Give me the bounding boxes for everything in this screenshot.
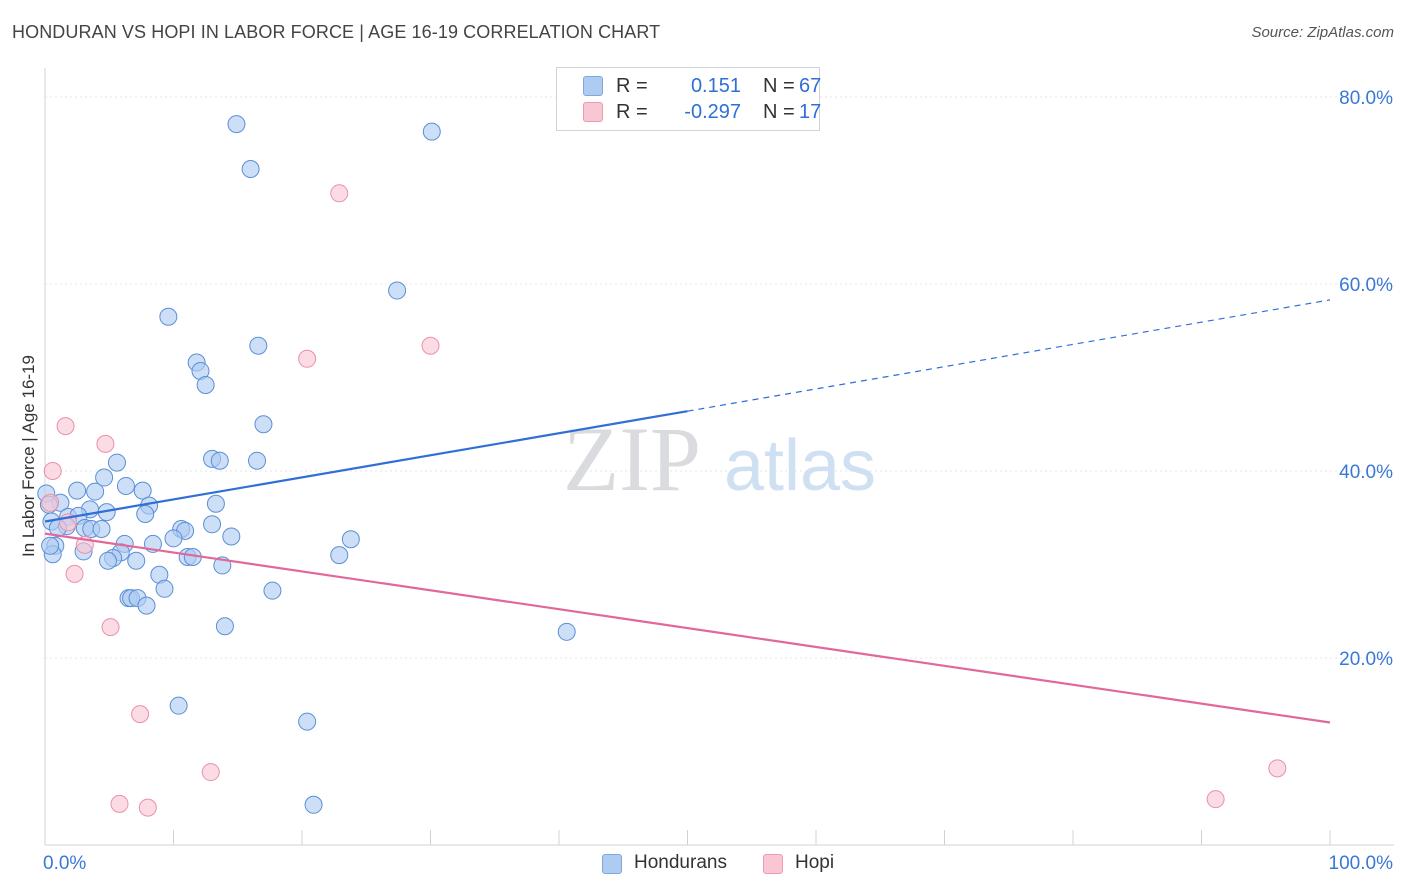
point-hopi <box>1268 759 1287 778</box>
point-hopi <box>43 462 62 480</box>
point-hondurans <box>227 115 246 134</box>
point-hopi <box>1206 790 1225 809</box>
point-hondurans <box>203 515 222 534</box>
n-label: N = <box>763 75 795 97</box>
y-tick-label: 80.0% <box>1339 88 1393 109</box>
point-hopi <box>101 618 120 637</box>
legend-label-hopi: Hopi <box>795 852 835 873</box>
point-hondurans <box>206 494 225 513</box>
point-hondurans <box>422 122 441 141</box>
point-hondurans <box>95 468 114 487</box>
axes <box>44 68 1394 846</box>
point-hondurans <box>241 159 260 178</box>
trend-line-hopi <box>44 532 1331 724</box>
point-hondurans <box>155 579 174 598</box>
point-hondurans <box>159 307 178 326</box>
n-value: 67 <box>799 75 822 97</box>
tick-labels: 20.0% 40.0% 60.0% 80.0% 0.0% 100.0% <box>43 88 1393 874</box>
point-hondurans <box>86 482 105 501</box>
chart-title: HONDURAN VS HOPI IN LABOR FORCE | AGE 16… <box>12 22 661 42</box>
point-hopi <box>201 763 220 782</box>
point-hondurans <box>41 536 60 555</box>
point-hondurans <box>248 451 267 470</box>
point-hondurans <box>107 453 126 472</box>
n-label: N = <box>763 101 795 123</box>
watermark: ZIP atlas <box>563 408 876 510</box>
point-hondurans <box>254 415 273 434</box>
point-hopi <box>65 564 84 583</box>
y-tick-label: 60.0% <box>1339 275 1393 296</box>
point-hopi <box>96 434 115 453</box>
r-value: 0.151 <box>690 75 741 97</box>
y-tick-label: 40.0% <box>1339 462 1393 483</box>
point-hondurans <box>196 375 215 394</box>
point-hopi <box>298 349 317 368</box>
point-hondurans <box>98 551 117 570</box>
point-hondurans <box>164 529 183 548</box>
point-hopi <box>330 184 349 203</box>
point-hondurans <box>330 546 349 565</box>
series-legend: Hondurans Hopi <box>0 852 1406 878</box>
point-hondurans <box>263 581 282 600</box>
trend-line-hondurans <box>687 299 1331 412</box>
point-hondurans <box>215 617 234 636</box>
trend-lines <box>44 299 1331 724</box>
legend-swatch-hopi <box>583 102 603 122</box>
point-hopi <box>56 417 75 436</box>
grid-lines <box>45 96 1394 659</box>
point-hondurans <box>169 696 188 715</box>
point-hondurans <box>92 519 111 538</box>
r-label: R = <box>616 101 648 123</box>
watermark-atlas: atlas <box>724 426 876 506</box>
legend-swatch-hondurans <box>583 76 603 96</box>
point-hopi <box>131 705 150 724</box>
point-hondurans <box>137 596 156 615</box>
point-hondurans <box>133 481 152 500</box>
legend-swatch-hondurans <box>602 854 622 874</box>
point-hopi <box>421 336 440 355</box>
r-label: R = <box>616 75 648 97</box>
x-tick-label: 100.0% <box>1329 853 1394 874</box>
legend-swatch-hopi <box>763 854 783 874</box>
point-hopi <box>110 794 129 813</box>
x-tick-label: 0.0% <box>43 853 86 874</box>
point-hopi <box>41 493 60 512</box>
point-hondurans <box>116 476 135 495</box>
watermark-zip: ZIP <box>563 408 701 510</box>
point-hondurans <box>68 481 87 500</box>
point-hondurans <box>341 530 360 549</box>
point-hopi <box>138 798 157 817</box>
y-tick-label: 20.0% <box>1339 649 1393 670</box>
point-hondurans <box>304 795 323 814</box>
point-hondurans <box>127 551 146 570</box>
point-hondurans <box>298 712 317 731</box>
source-credit: Source: ZipAtlas.com <box>1251 24 1394 41</box>
r-value: -0.297 <box>684 101 741 123</box>
stats-legend: R = 0.151 N = 67 R = -0.297 N = 17 <box>556 67 822 131</box>
trend-line-hondurans <box>44 410 688 523</box>
n-value: 17 <box>799 101 822 123</box>
point-hondurans <box>136 505 155 524</box>
data-points <box>37 115 1287 817</box>
point-hondurans <box>388 281 407 300</box>
y-axis-label: In Labor Force | Age 16-19 <box>19 355 38 557</box>
point-hondurans <box>557 622 576 641</box>
point-hondurans <box>222 527 241 546</box>
point-hondurans <box>210 451 229 470</box>
legend-label-hondurans: Hondurans <box>634 852 727 873</box>
point-hondurans <box>249 336 268 355</box>
